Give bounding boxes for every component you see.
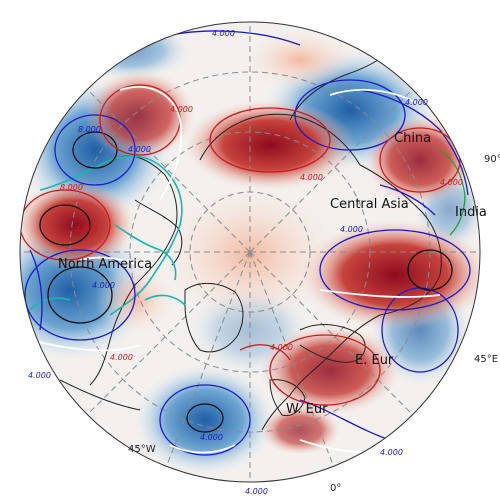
contour-label: 8.000	[60, 183, 83, 192]
contour-label: 4.000	[300, 173, 323, 182]
contour-label: 4.000	[340, 225, 363, 234]
region-label-north-america: North America	[58, 257, 152, 272]
contour-label: 4.000	[380, 448, 403, 457]
contour-label: 4.000	[212, 29, 235, 38]
contour-label: 4.000	[110, 353, 133, 362]
contour-label: 4.000	[270, 343, 293, 352]
region-label-east-europe: E. Eur	[355, 353, 394, 368]
contour-label: 4.000	[170, 105, 193, 114]
region-label-india: India	[455, 205, 487, 220]
contour-label: 4.000	[245, 487, 268, 496]
longitude-label-0: 0°	[330, 483, 341, 494]
contour-label: 4.000	[440, 178, 463, 187]
region-label-central-asia: Central Asia	[330, 197, 409, 212]
contour-label: 8.000	[78, 125, 101, 134]
longitude-label-90e: 90°E	[484, 154, 500, 165]
contour-label: 4.000	[28, 371, 51, 380]
contour-label: 4.000	[75, 225, 98, 234]
longitude-label-45e: 45°E	[474, 354, 498, 365]
contour-label: 4.000	[200, 433, 223, 442]
region-label-china: China	[394, 131, 431, 146]
longitude-label-45w: 45°W	[128, 444, 156, 455]
contour-label: 4.000	[128, 145, 151, 154]
region-label-west-europe: W. Eur	[286, 402, 328, 417]
contour-label: 4.000	[92, 281, 115, 290]
